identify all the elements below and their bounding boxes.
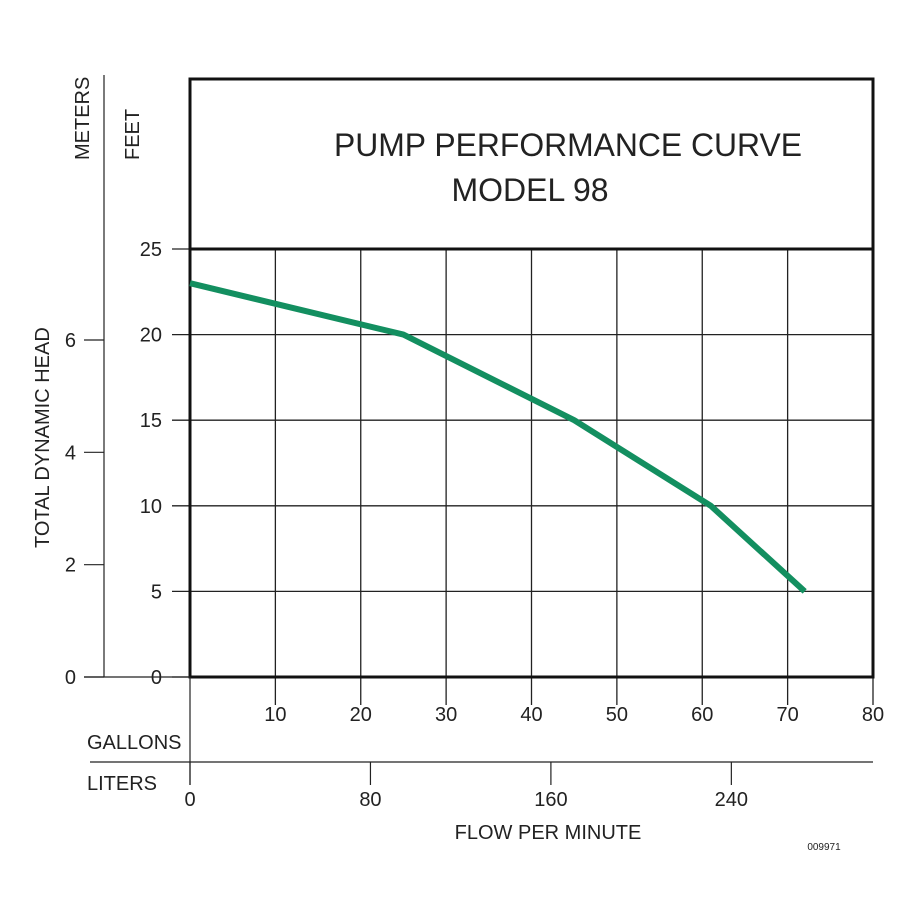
y-axis-label: TOTAL DYNAMIC HEAD: [32, 327, 54, 548]
gallons-label: GALLONS: [87, 732, 181, 754]
feet-tick-label: 20: [140, 325, 162, 347]
plot-frame: [188, 247, 875, 679]
x-tick-label: 40: [520, 704, 542, 726]
meters-tick-label: 4: [65, 442, 76, 464]
liters-tick-label: 240: [715, 789, 748, 811]
meters-tick-label: 2: [65, 555, 76, 577]
feet-tick-label: 15: [140, 410, 162, 432]
pump-curve-line: [189, 280, 807, 594]
x-tick-label: 30: [435, 704, 457, 726]
meters-label: METERS: [72, 77, 94, 160]
meters-tick-label: 0: [65, 667, 76, 689]
chart-subtitle: MODEL 98: [451, 172, 608, 208]
feet-tick-label: 5: [151, 581, 162, 603]
meters-tick-label: 6: [65, 330, 76, 352]
feet-tick-label: 10: [140, 496, 162, 518]
x-tick-label: 10: [264, 704, 286, 726]
x-tick-label: 70: [777, 704, 799, 726]
liters-label: LITERS: [87, 773, 157, 795]
x-tick-label: 60: [691, 704, 713, 726]
code-number: 009971: [807, 842, 841, 853]
x-tick-label: 50: [606, 704, 628, 726]
feet-tick-label: 0: [151, 667, 162, 689]
liters-tick-label: 80: [359, 789, 381, 811]
liters-tick-label: 160: [534, 789, 567, 811]
chart-title: PUMP PERFORMANCE CURVE: [334, 127, 802, 163]
x-tick-label: 20: [350, 704, 372, 726]
feet-label: FEET: [122, 109, 144, 160]
feet-tick-label: 25: [140, 239, 162, 261]
x-tick-label: 80: [862, 704, 884, 726]
x-axis-label: FLOW PER MINUTE: [455, 822, 642, 844]
liters-tick-label: 0: [184, 789, 195, 811]
title-box: [188, 77, 875, 251]
grid: [84, 248, 874, 785]
